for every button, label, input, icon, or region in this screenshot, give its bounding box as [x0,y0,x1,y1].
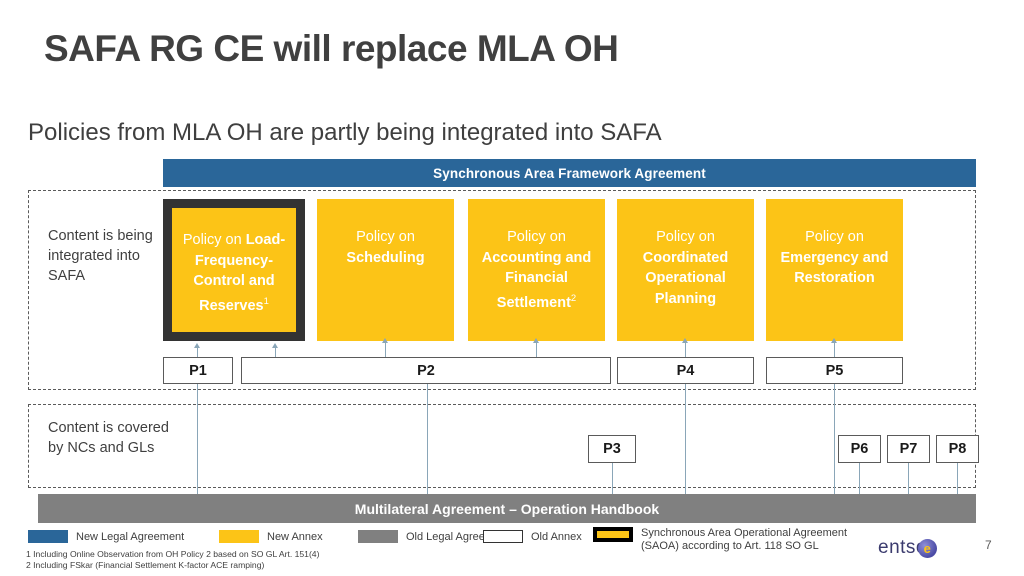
region-integrated-into-safa [28,190,976,390]
policy-emph-text: Emergency and Restoration [780,249,889,287]
arrow-p5-to-policy5 [831,338,837,343]
connector-p2-to-policy2 [385,342,387,358]
footnote-1: 1 Including Online Observation from OH P… [26,549,320,559]
p-box-p4[interactable]: P4 [617,357,754,384]
policy-lead-text: Policy on [182,232,246,248]
logo-e-circle-icon: e [917,538,937,558]
legend-item-new-legal-agreement: New Legal Agreement [28,530,184,543]
p-box-p3[interactable]: P3 [588,435,636,463]
region-label-integrated: Content is being integrated into SAFA [48,228,153,284]
connector-p3-to-mla [612,463,614,495]
legend-swatch-grey-icon [358,530,398,543]
legend-item-old-annex: Old Annex [483,530,582,543]
policy-lead-text: Policy on [805,229,864,245]
policy-box-emergency-restoration[interactable]: Policy on Emergency and Restoration [766,199,903,341]
p-box-p6[interactable]: P6 [838,435,881,463]
footnote-2: 2 Including FSkar (Financial Settlement … [26,559,265,570]
connector-p2-to-policy1 [275,347,277,358]
legend-swatch-saoa-icon [593,527,633,542]
policy-lead-text: Policy on [507,229,566,245]
legend-swatch-blue-icon [28,530,68,543]
p-box-p8[interactable]: P8 [936,435,979,463]
connector-p2-to-policy3 [536,342,538,358]
legend-label: Old Annex [531,530,582,543]
page-title: SAFA RG CE will replace MLA OH [44,28,619,69]
page-subtitle: Policies from MLA OH are partly being in… [28,119,662,146]
arrow-p2-to-policy3 [533,338,539,343]
policy-box-scheduling[interactable]: Policy on Scheduling [317,199,454,341]
policy-emph-text: Load-Frequency-Control and Reserves [193,232,286,314]
connector-p7-to-mla [908,463,910,495]
policy-emph-text: Accounting and Financial Settlement [481,249,592,311]
policy-lead-text: Policy on [356,229,415,245]
p-box-p7[interactable]: P7 [887,435,930,463]
connector-p4-to-policy4 [685,342,687,358]
arrow-p2-to-policy1 [272,343,278,348]
legend-item-new-annex: New Annex [219,530,323,543]
legend-swatch-yellow-icon [219,530,259,543]
p-box-p1[interactable]: P1 [163,357,233,384]
policy-box-load-frequency-control[interactable]: Policy on Load-Frequency-Control and Res… [163,199,305,341]
legend-label: New Annex [267,530,323,543]
arrow-p1-to-policy1 [194,343,200,348]
logo-wordmark: entso [878,537,927,558]
policy-emph-text: Scheduling [346,249,425,266]
connector-p5-to-mla [834,384,836,495]
policy-footnote-marker: 1 [263,295,269,307]
mla-operation-handbook-bar: Multilateral Agreement – Operation Handb… [38,494,976,523]
policy-lead-text: Policy on [656,229,715,245]
legend-label: New Legal Agreement [76,530,185,543]
legend-label: Synchronous Area Operational Agreement (… [641,527,848,552]
safa-agreement-bar: Synchronous Area Framework Agreement [163,159,976,187]
connector-p4-to-mla [685,384,687,495]
page-number: 7 [985,538,992,552]
policy-emph-text: Coordinated Operational Planning [642,249,729,307]
policy-box-accounting-financial-settlement[interactable]: Policy on Accounting and Financial Settl… [468,199,605,341]
connector-p5-to-policy5 [834,342,836,358]
legend-swatch-outline-icon [483,530,523,543]
entsoe-logo: entso e [878,537,937,559]
footnotes: 1 Including Online Observation from OH P… [26,549,319,570]
connector-p1-to-mla [197,384,199,495]
policy-box-coordinated-operational-planning[interactable]: Policy on Coordinated Operational Planni… [617,199,754,341]
connector-p2-to-mla [427,384,429,495]
connector-p1-to-policy1 [197,347,199,358]
p-box-p5[interactable]: P5 [766,357,903,384]
region-label-covered: Content is covered by NCs and GLs [48,420,169,456]
arrow-p4-to-policy4 [682,338,688,343]
policy-footnote-marker: 2 [570,292,577,304]
p-box-p2[interactable]: P2 [241,357,611,384]
connector-p6-to-mla [859,463,861,495]
arrow-p2-to-policy2 [382,338,388,343]
legend-item-saoa: Synchronous Area Operational Agreement (… [593,527,856,552]
connector-p8-to-mla [957,463,959,495]
